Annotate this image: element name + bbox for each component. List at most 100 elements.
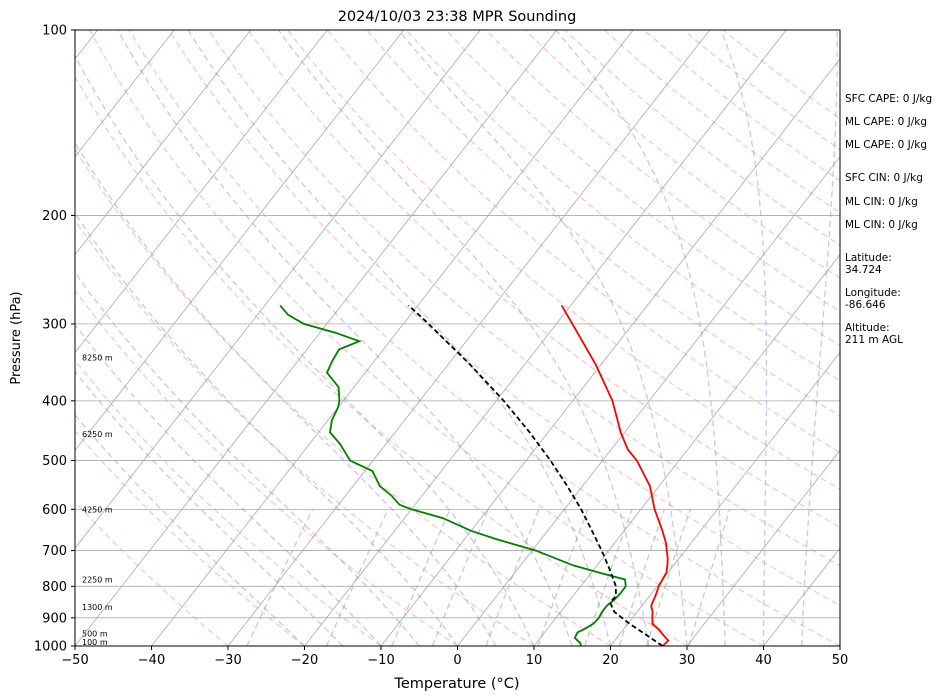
isotherm-line bbox=[533, 254, 840, 646]
moist-adiabat-line bbox=[187, 30, 612, 646]
moist-adiabat-line bbox=[75, 212, 459, 646]
dry-adiabat-line bbox=[128, 30, 840, 646]
ml-cin-label-2: ML CIN: 0 J/kg bbox=[845, 219, 918, 231]
x-tick-label: −50 bbox=[61, 653, 88, 668]
isotherm-line bbox=[686, 449, 840, 646]
moist-adiabat-line bbox=[75, 271, 420, 646]
moist-adiabat-line bbox=[75, 414, 305, 646]
chart-title: 2024/10/03 23:38 MPR Sounding bbox=[338, 9, 577, 25]
moist-adiabat-line bbox=[117, 30, 573, 646]
dry-adiabat-line bbox=[247, 30, 840, 528]
mixing-ratio-line bbox=[688, 509, 731, 646]
mixing-ratio-line bbox=[537, 509, 589, 646]
y-tick-label: 800 bbox=[42, 580, 67, 595]
mixing-ratio-line bbox=[584, 509, 633, 646]
mixing-ratio-line bbox=[431, 509, 489, 646]
isotherm-line bbox=[75, 30, 481, 549]
isotherm-line bbox=[610, 351, 840, 646]
dry-adiabat-line bbox=[75, 219, 535, 646]
x-tick-label: −10 bbox=[367, 653, 394, 668]
moist-adiabat-line bbox=[801, 30, 838, 646]
longitude-label: Longitude: -86.646 bbox=[845, 287, 901, 311]
mixing-ratio-line bbox=[645, 509, 691, 646]
isotherm-line bbox=[75, 30, 558, 646]
moist-adiabat-line bbox=[277, 30, 650, 646]
sfc-cape-label: SFC CAPE: 0 J/kg bbox=[845, 93, 933, 105]
dry-adiabat-line bbox=[75, 289, 458, 646]
ml-cape-label: ML CAPE: 0 J/kg bbox=[845, 116, 928, 128]
x-axis-label: Temperature (°C) bbox=[393, 676, 519, 692]
dry-adiabat-line bbox=[326, 30, 840, 454]
moist-adiabat-line bbox=[75, 141, 497, 646]
x-tick-label: 0 bbox=[453, 653, 461, 668]
altitude-label: Altitude: 211 m AGL bbox=[845, 322, 903, 346]
y-tick-label: 400 bbox=[42, 394, 67, 409]
isotherm-line bbox=[151, 30, 634, 646]
mixing-ratio-line bbox=[618, 509, 666, 646]
height-label: 4250 m bbox=[82, 505, 113, 514]
dry-adiabat-line bbox=[89, 30, 764, 646]
y-tick-label: 900 bbox=[42, 611, 67, 626]
y-axis-label: Pressure (hPa) bbox=[9, 291, 24, 384]
height-label: 500 m bbox=[82, 630, 108, 639]
mixing-ratio-line bbox=[485, 509, 540, 646]
height-label: 6250 m bbox=[82, 430, 113, 439]
dry-adiabat-line bbox=[524, 30, 840, 279]
moist-adiabat-line bbox=[720, 30, 768, 646]
x-tick-label: 30 bbox=[679, 653, 696, 668]
isotherm-line bbox=[75, 30, 175, 158]
ml-cape-label-2: ML CAPE: 0 J/kg bbox=[845, 139, 928, 151]
temperature-trace bbox=[560, 304, 670, 646]
moist-adiabat-line bbox=[75, 323, 382, 646]
moist-adiabat-line bbox=[555, 30, 726, 646]
x-tick-label: 50 bbox=[832, 653, 849, 668]
y-tick-label: 200 bbox=[42, 209, 67, 224]
ml-cin-label: ML CIN: 0 J/kg bbox=[845, 196, 918, 208]
mixing-ratio-line bbox=[246, 509, 314, 646]
dry-adiabat-line bbox=[445, 30, 840, 347]
y-tick-label: 100 bbox=[42, 24, 67, 39]
dry-adiabat-line bbox=[75, 147, 611, 646]
height-label: 8250 m bbox=[82, 353, 113, 362]
mixing-ratio-line bbox=[391, 509, 451, 646]
moist-adiabat-line bbox=[75, 370, 344, 646]
reference-lines bbox=[75, 30, 840, 646]
y-tick-label: 600 bbox=[42, 503, 67, 518]
axis-ticks: −50 −40 −30 −20 −10 0 10 20 30 40 50 100 200 300 400 50… bbox=[34, 24, 848, 669]
isotherm-line bbox=[75, 30, 252, 256]
x-tick-label: 20 bbox=[602, 653, 619, 668]
dry-adiabat-line bbox=[207, 30, 840, 567]
moist-adiabat-line bbox=[397, 30, 688, 646]
dewpoint-trace bbox=[279, 304, 627, 646]
parcel-trace bbox=[407, 304, 664, 646]
isotherm-line bbox=[457, 156, 840, 646]
sfc-cin-label: SFC CIN: 0 J/kg bbox=[845, 172, 923, 184]
x-tick-label: 40 bbox=[755, 653, 772, 668]
dry-adiabat-line bbox=[168, 30, 840, 607]
isotherm-line bbox=[75, 30, 328, 354]
height-label: 2250 m bbox=[82, 576, 113, 585]
isotherm-line bbox=[227, 30, 711, 646]
moist-adiabat-line bbox=[75, 54, 535, 646]
x-tick-label: 10 bbox=[526, 653, 543, 668]
isotherm-line bbox=[75, 30, 405, 451]
latitude-label: Latitude: 34.724 bbox=[845, 252, 892, 276]
x-tick-label: −20 bbox=[291, 653, 318, 668]
isotherm-line bbox=[304, 30, 787, 646]
x-tick-label: −30 bbox=[214, 653, 241, 668]
mixing-ratio-line bbox=[325, 509, 389, 646]
dry-adiabat-line bbox=[485, 30, 840, 313]
sounding-traces bbox=[279, 304, 670, 646]
dry-adiabat-line bbox=[75, 430, 305, 646]
y-tick-label: 500 bbox=[42, 454, 67, 469]
x-tick-label: −40 bbox=[138, 653, 165, 668]
dry-adiabat-line bbox=[75, 359, 382, 646]
y-tick-label: 300 bbox=[42, 317, 67, 332]
dry-adiabat-line bbox=[75, 75, 688, 646]
dry-adiabat-line bbox=[287, 30, 840, 491]
height-label: 1300 m bbox=[82, 603, 113, 612]
y-tick-label: 700 bbox=[42, 544, 67, 559]
height-label: 100 m bbox=[82, 638, 108, 647]
